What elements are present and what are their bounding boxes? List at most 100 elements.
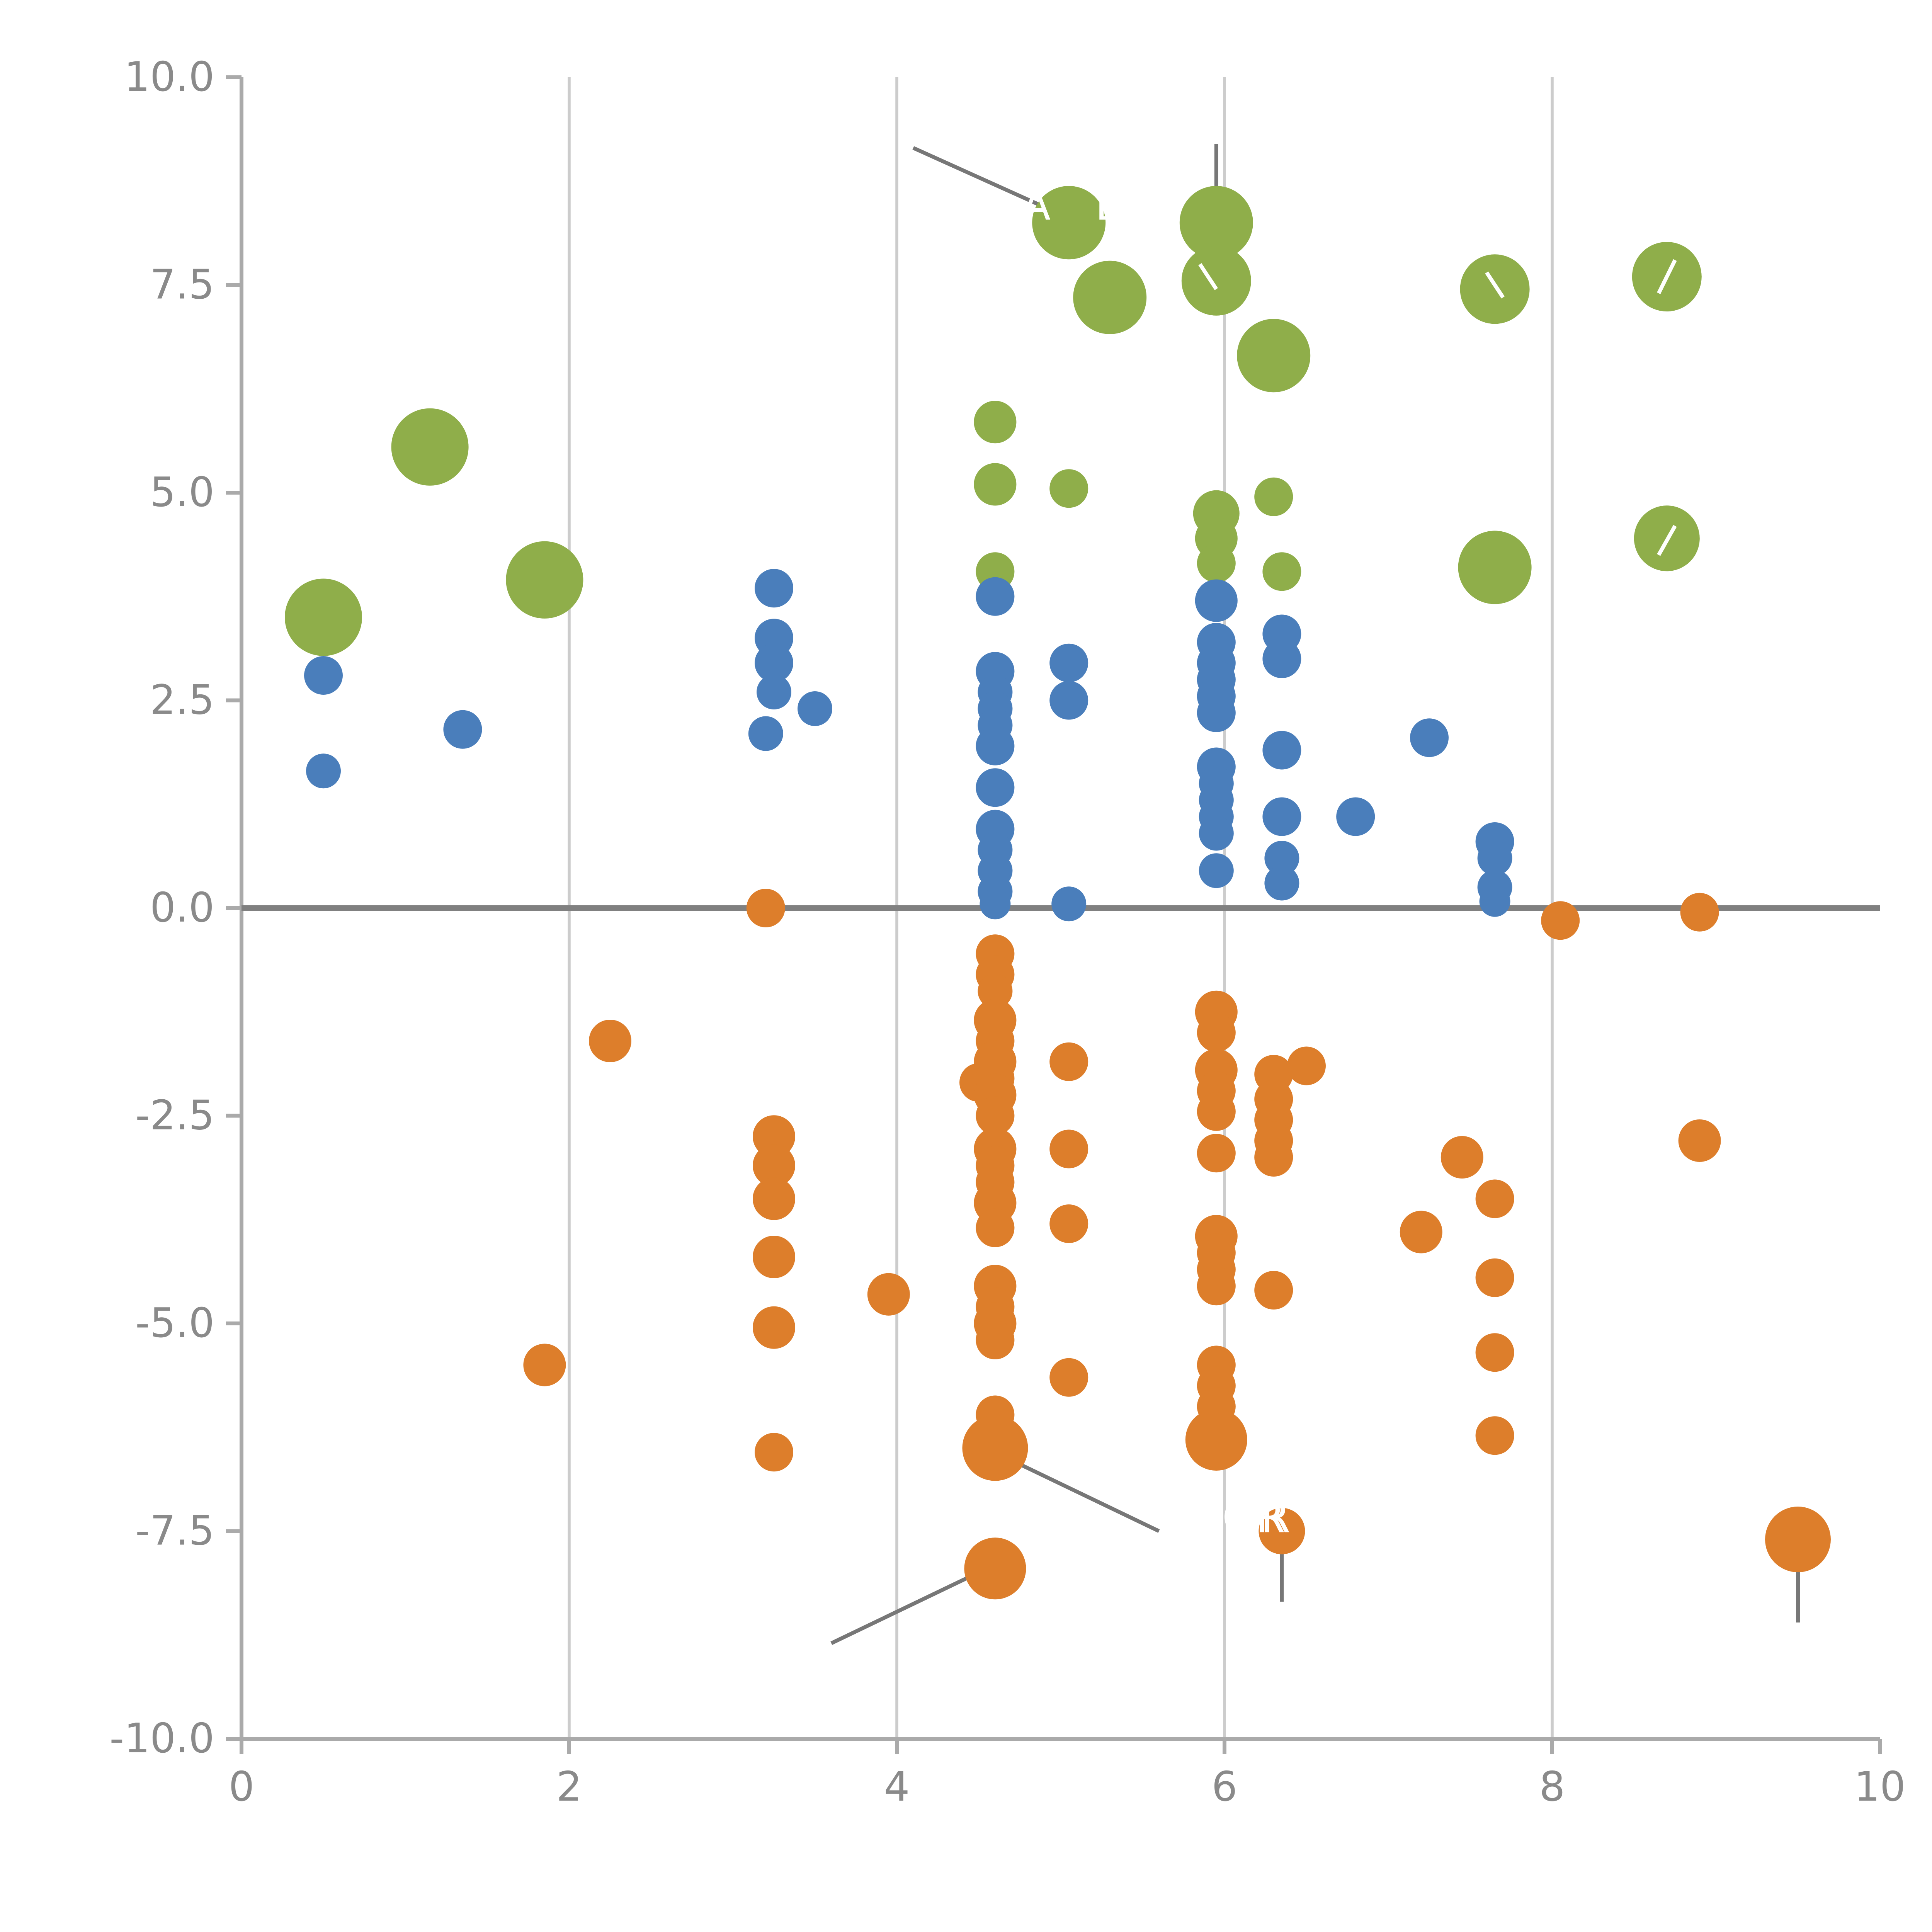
scatter-point-blue[interactable]: [976, 577, 1015, 616]
scatter-point-green[interactable]: [391, 408, 469, 486]
scatter-point-green[interactable]: [1032, 186, 1106, 260]
scatter-point-green[interactable]: [974, 401, 1017, 444]
annotation-leader-line-white: [1657, 525, 1677, 556]
scatter-point-orange[interactable]: [1049, 1042, 1088, 1081]
scatter-point-orange[interactable]: [1197, 1267, 1236, 1306]
scatter-point-blue[interactable]: [1049, 681, 1088, 720]
scatter-point-orange[interactable]: [1680, 893, 1719, 932]
scatter-point-orange[interactable]: [976, 1096, 1015, 1135]
scatter-point-orange[interactable]: [1475, 1179, 1514, 1218]
scatter-point-orange[interactable]: [746, 889, 785, 927]
scatter-point-orange[interactable]: [753, 1236, 795, 1278]
scatter-point-orange[interactable]: [1197, 1092, 1236, 1131]
scatter-point-orange[interactable]: [1259, 1508, 1305, 1554]
scatter-point-blue[interactable]: [976, 768, 1015, 807]
scatter-point-green[interactable]: [1262, 552, 1301, 591]
scatter-point-green[interactable]: [1181, 246, 1251, 316]
scatter-point-orange[interactable]: [978, 974, 1013, 1009]
scatter-point-green[interactable]: [506, 541, 583, 619]
scatter-point-blue[interactable]: [1479, 886, 1510, 917]
scatter-point-orange[interactable]: [1541, 901, 1580, 940]
scatter-point-orange[interactable]: [1765, 1507, 1831, 1572]
y-tick-label: 5.0: [150, 469, 214, 516]
scatter-point-orange[interactable]: [1197, 1013, 1236, 1052]
annotation-leader-line: [1002, 1454, 1160, 1533]
annotation-label: WOR: [1180, 1493, 1285, 1542]
scatter-point-orange[interactable]: [1475, 1416, 1514, 1455]
scatter-point-green[interactable]: [1073, 260, 1147, 334]
scatter-point-blue[interactable]: [1049, 643, 1088, 682]
scatter-point-orange[interactable]: [867, 1273, 910, 1316]
scatter-point-orange[interactable]: [962, 1415, 1028, 1481]
scatter-point-green[interactable]: [1237, 319, 1311, 393]
scatter-point-green[interactable]: [1458, 531, 1532, 604]
scatter-point-blue[interactable]: [306, 753, 341, 789]
scatter-point-blue[interactable]: [1195, 579, 1238, 622]
scatter-point-orange[interactable]: [1049, 1358, 1088, 1397]
scatter-point-orange[interactable]: [1287, 1046, 1326, 1085]
scatter-point-blue[interactable]: [1197, 693, 1236, 732]
scatter-point-green[interactable]: [974, 463, 1017, 506]
scatter-point-orange[interactable]: [523, 1344, 566, 1386]
scatter-point-orange[interactable]: [753, 1306, 795, 1349]
annotation-leader-line-white: [1485, 271, 1505, 299]
scatter-point-orange[interactable]: [1197, 1134, 1236, 1173]
scatter-point-orange[interactable]: [1678, 1119, 1721, 1162]
scatter-point-orange[interactable]: [1049, 1204, 1088, 1243]
scatter-point-orange[interactable]: [1475, 1258, 1514, 1297]
annotation-leader-line: [830, 1566, 988, 1645]
scatter-point-blue[interactable]: [755, 569, 793, 608]
scatter-point-blue[interactable]: [1199, 816, 1234, 851]
scatter-point-blue[interactable]: [443, 710, 482, 749]
x-tick-label: 0: [229, 1763, 255, 1810]
scatter-point-orange[interactable]: [1049, 1129, 1088, 1168]
scatter-point-blue[interactable]: [304, 656, 343, 695]
scatter-point-blue[interactable]: [755, 643, 793, 682]
annotation-label: MR: [1224, 1493, 1290, 1542]
scatter-point-blue[interactable]: [757, 675, 791, 709]
scatter-point-blue[interactable]: [1264, 841, 1299, 876]
scatter-point-orange[interactable]: [1475, 1333, 1514, 1372]
scatter-point-green[interactable]: [285, 578, 362, 656]
scatter-point-green[interactable]: [1460, 254, 1530, 324]
scatter-point-green[interactable]: [1049, 469, 1088, 508]
scatter-point-blue[interactable]: [1199, 853, 1234, 888]
scatter-point-orange[interactable]: [589, 1020, 631, 1062]
x-tick-label: 10: [1854, 1763, 1906, 1810]
scatter-point-blue[interactable]: [1336, 797, 1375, 836]
annotation-leader-line: [912, 146, 1062, 216]
scatter-point-blue[interactable]: [798, 691, 832, 726]
x-tick-label: 8: [1539, 1763, 1565, 1810]
scatter-point-green[interactable]: [1179, 186, 1253, 260]
scatter-point-blue[interactable]: [980, 888, 1011, 920]
y-tick-label: -10.0: [109, 1715, 214, 1762]
scatter-point-orange[interactable]: [755, 1433, 793, 1472]
scatter-point-blue[interactable]: [1262, 639, 1301, 678]
scatter-point-blue[interactable]: [1477, 841, 1512, 876]
scatter-point-blue[interactable]: [748, 716, 783, 751]
scatter-point-green[interactable]: [1254, 477, 1293, 516]
scatter-point-orange[interactable]: [976, 1208, 1015, 1247]
scatter-point-orange[interactable]: [976, 1321, 1015, 1359]
scatter-point-blue[interactable]: [1410, 718, 1449, 757]
scatter-point-blue[interactable]: [1262, 731, 1301, 770]
scatter-point-orange[interactable]: [1400, 1211, 1442, 1253]
scatter-point-orange[interactable]: [753, 1144, 795, 1187]
scatter-point-blue[interactable]: [976, 726, 1015, 765]
scatter-point-blue[interactable]: [1262, 797, 1301, 836]
scatter-point-blue[interactable]: [1051, 886, 1087, 922]
y-tick-label: -7.5: [135, 1507, 214, 1554]
scatter-point-orange[interactable]: [1185, 1409, 1247, 1471]
scatter-point-orange[interactable]: [1440, 1136, 1483, 1179]
annotation-label: B: [1095, 180, 1124, 230]
scatter-point-orange[interactable]: [753, 1115, 795, 1158]
scatter-point-blue[interactable]: [1264, 866, 1299, 901]
scatter-point-orange[interactable]: [964, 1537, 1026, 1600]
scatter-point-orange[interactable]: [1254, 1271, 1293, 1310]
scatter-point-orange[interactable]: [1254, 1138, 1293, 1177]
scatter-point-green[interactable]: [1197, 544, 1236, 583]
y-tick-label: 10.0: [124, 53, 214, 100]
y-tick-label: 7.5: [150, 261, 214, 308]
scatter-point-orange[interactable]: [753, 1177, 795, 1220]
